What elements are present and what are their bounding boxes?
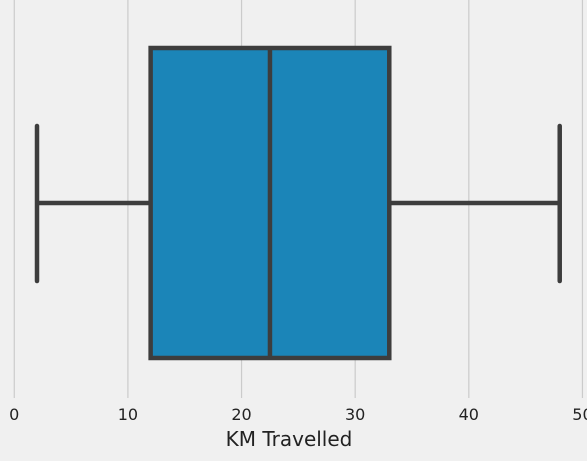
x-tick-label: 30: [345, 405, 365, 424]
x-tick-label: 10: [118, 405, 138, 424]
x-tick-label: 50: [572, 405, 587, 424]
x-tick-labels: 0 10 20 30 40 50: [9, 405, 587, 424]
x-tick-label: 20: [231, 405, 251, 424]
x-tick-label: 40: [459, 405, 479, 424]
box-plot: [34, 45, 562, 361]
x-axis-label: KM Travelled: [226, 427, 353, 451]
x-tick-label: 0: [9, 405, 19, 424]
